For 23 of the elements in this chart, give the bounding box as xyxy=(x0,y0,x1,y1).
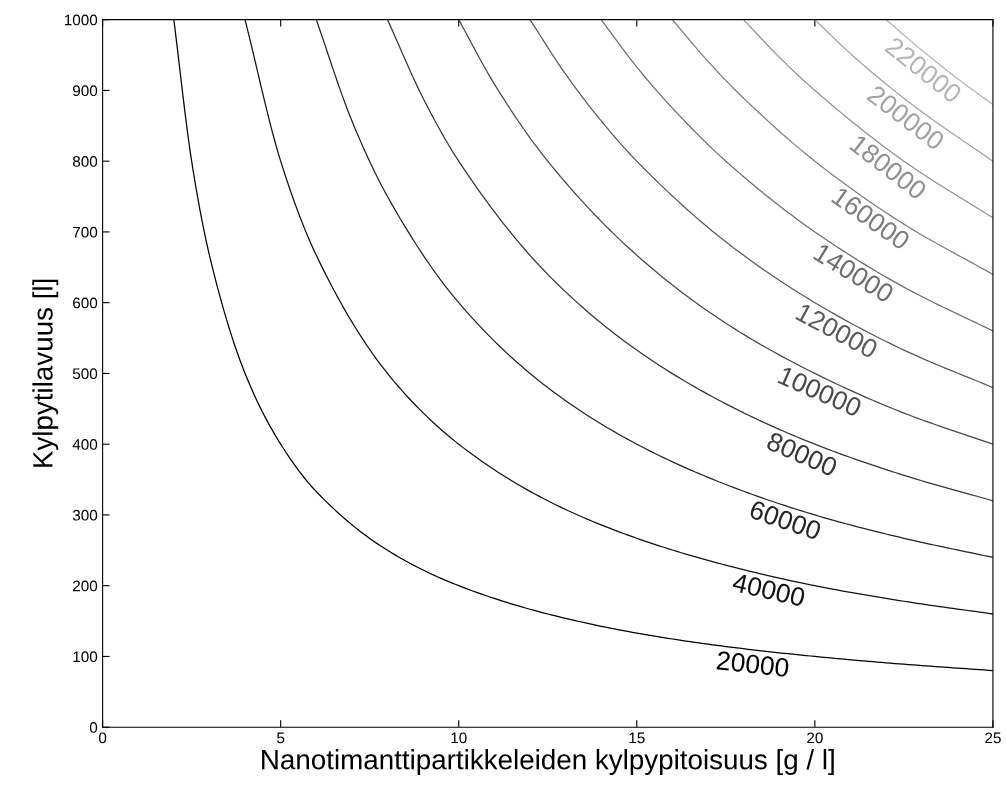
y-tick-label: 1000 xyxy=(64,14,98,26)
x-tick-label: 15 xyxy=(629,732,645,744)
y-tick-label: 800 xyxy=(72,156,98,167)
y-tick-label: 0 xyxy=(89,722,98,733)
x-tick-label: 25 xyxy=(985,732,1001,744)
y-tick-label: 400 xyxy=(72,439,98,450)
x-tick-label: 10 xyxy=(451,732,467,744)
text: 20000 xyxy=(716,650,790,678)
y-tick-label: 900 xyxy=(72,85,98,97)
text: 60000 xyxy=(748,499,823,541)
y-tick-label: 300 xyxy=(72,509,98,521)
y-tick-label: 100 xyxy=(73,651,98,663)
y-tick-label: 500 xyxy=(72,368,98,380)
text: 80000 xyxy=(765,431,839,477)
x-tick-label: 0 xyxy=(98,732,107,744)
x-tick-label: 20 xyxy=(807,732,823,744)
text: 40000 xyxy=(731,572,806,607)
x-axis-title: Nanotimanttipartikkeleiden kylpypitoisuus [g / l] xyxy=(262,749,834,775)
y-tick-label: 600 xyxy=(73,297,98,309)
x-tick-label: 5 xyxy=(277,732,285,744)
y-axis-title: Kylpytilavuus [l] xyxy=(32,279,59,467)
y-tick-label: 200 xyxy=(73,580,98,592)
y-tick-label: 700 xyxy=(73,226,98,238)
